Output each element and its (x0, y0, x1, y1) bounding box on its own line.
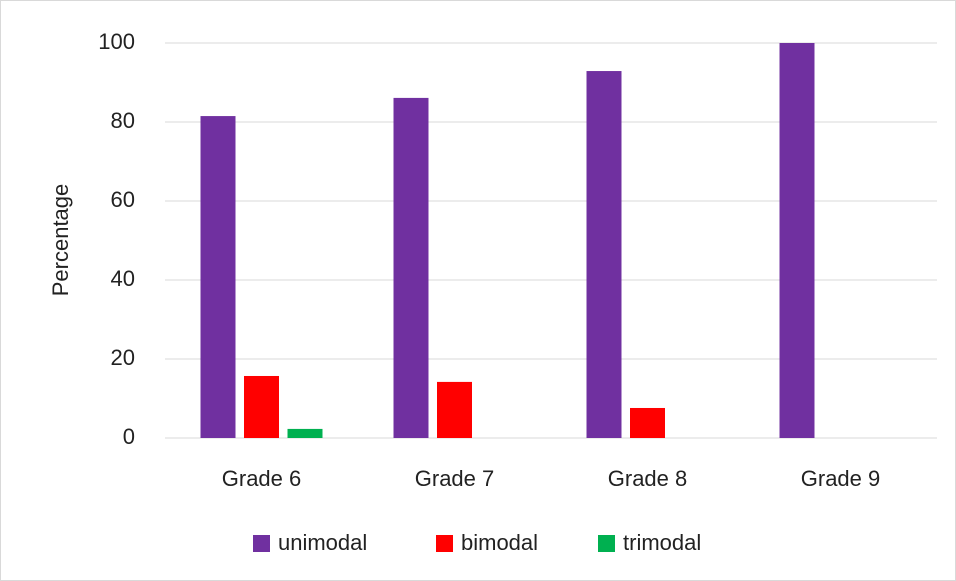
y-tick-label: 80 (111, 108, 135, 133)
bar (630, 407, 665, 438)
x-tick-label: Grade 8 (608, 466, 688, 491)
legend-swatch (253, 535, 270, 552)
bar (244, 375, 279, 438)
bar (437, 381, 472, 438)
y-tick-label: 40 (111, 266, 135, 291)
y-tick-label: 0 (123, 424, 135, 449)
y-tick-label: 20 (111, 345, 135, 370)
y-tick-label: 60 (111, 187, 135, 212)
legend-label: trimodal (623, 530, 701, 555)
x-tick-label: Grade 9 (801, 466, 881, 491)
y-tick-label: 100 (98, 29, 135, 54)
bar (393, 97, 429, 438)
x-tick-label: Grade 7 (415, 466, 495, 491)
bar (586, 71, 622, 439)
legend-label: unimodal (278, 530, 367, 555)
bar (200, 116, 236, 438)
x-tick-label: Grade 6 (222, 466, 302, 491)
y-axis-title: Percentage (48, 184, 73, 297)
legend-swatch (598, 535, 615, 552)
legend-label: bimodal (461, 530, 538, 555)
bar (287, 428, 323, 438)
bar (779, 43, 815, 438)
legend-swatch (436, 535, 453, 552)
